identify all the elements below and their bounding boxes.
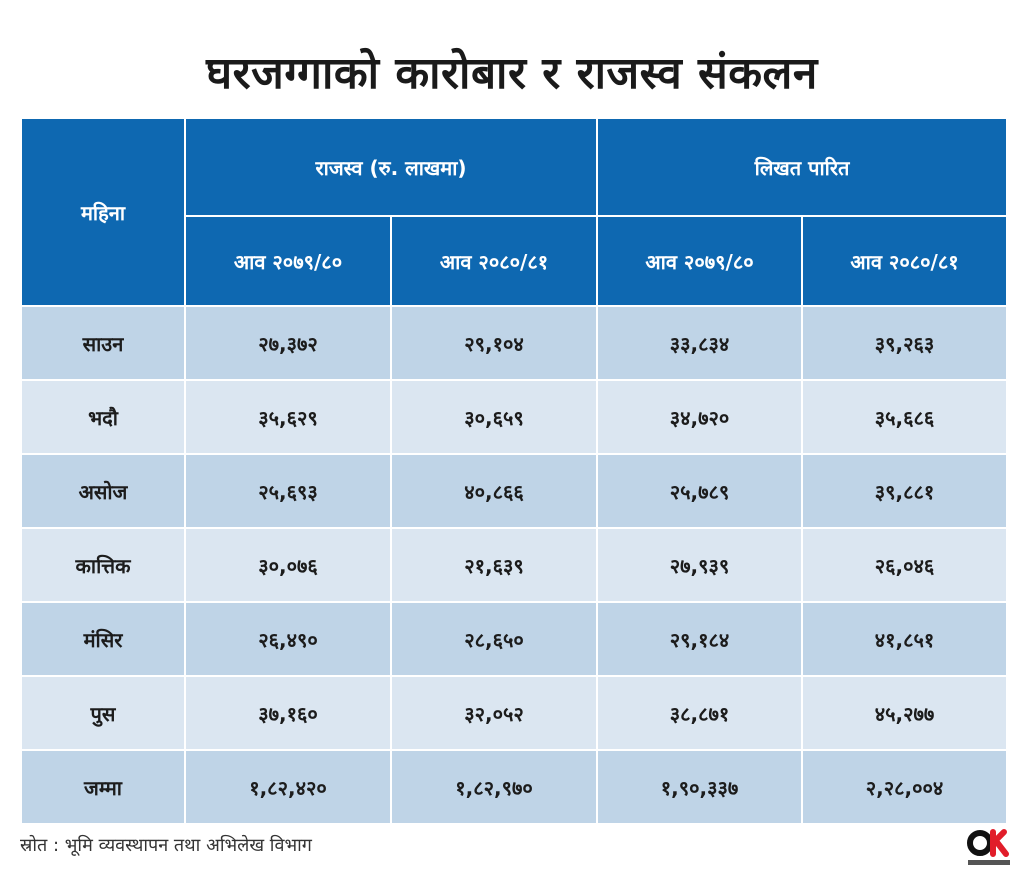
data-table: महिना राजस्व (रु. लाखमा) लिखत पारित आव २… bbox=[20, 117, 1009, 825]
table-row: भदौ ३५,६२९ ३०,६५९ ३४,७२० ३५,६८६ bbox=[20, 379, 1009, 455]
value-cell: ४१,८५१ bbox=[801, 601, 1009, 677]
value-cell: ३९,२६३ bbox=[801, 305, 1009, 381]
page-title: घरजग्गाको कारोबार र राजस्व संकलन bbox=[206, 48, 818, 99]
month-cell: साउन bbox=[20, 305, 186, 381]
deeds-fy-7980-header: आव २०७९/८० bbox=[596, 215, 804, 307]
value-cell: २५,७८९ bbox=[596, 453, 804, 529]
value-cell: ३९,८८१ bbox=[801, 453, 1009, 529]
month-cell: कात्तिक bbox=[20, 527, 186, 603]
table-row: असोज २५,६९३ ४०,८६६ २५,७८९ ३९,८८१ bbox=[20, 453, 1009, 529]
value-cell: ३५,६८६ bbox=[801, 379, 1009, 455]
value-cell: २९,१०४ bbox=[389, 305, 599, 381]
value-cell: ३०,६५९ bbox=[389, 379, 599, 455]
total-label-cell: जम्मा bbox=[20, 749, 186, 825]
value-cell: ३०,०७६ bbox=[184, 527, 392, 603]
value-cell: ३२,०५२ bbox=[389, 675, 599, 751]
total-value-cell: २,२८,००४ bbox=[801, 749, 1009, 825]
source-note: स्रोत : भूमि व्यवस्थापन तथा अभिलेख विभाग bbox=[20, 835, 312, 856]
value-cell: ३४,७२० bbox=[596, 379, 804, 455]
value-cell: ४०,८६६ bbox=[389, 453, 599, 529]
value-cell: ४५,२७७ bbox=[801, 675, 1009, 751]
value-cell: २७,९३९ bbox=[596, 527, 804, 603]
total-value-cell: १,९०,३३७ bbox=[596, 749, 804, 825]
revenue-fy-7980-header: आव २०७९/८० bbox=[184, 215, 392, 307]
value-cell: २९,१८४ bbox=[596, 601, 804, 677]
value-cell: ३८,८७१ bbox=[596, 675, 804, 751]
deeds-group-header: लिखत पारित bbox=[596, 117, 1009, 217]
revenue-fy-8081-header: आव २०८०/८१ bbox=[389, 215, 599, 307]
total-value-cell: १,८२,४२० bbox=[184, 749, 392, 825]
month-column-header: महिना bbox=[20, 117, 186, 307]
value-cell: २१,६३९ bbox=[389, 527, 599, 603]
deeds-fy-8081-header: आव २०८०/८१ bbox=[801, 215, 1009, 307]
value-cell: २६,०४६ bbox=[801, 527, 1009, 603]
value-cell: ३५,६२९ bbox=[184, 379, 392, 455]
total-row: जम्मा १,८२,४२० १,८२,९७० १,९०,३३७ २,२८,००… bbox=[20, 749, 1009, 825]
value-cell: ३३,८३४ bbox=[596, 305, 804, 381]
total-value-cell: १,८२,९७० bbox=[389, 749, 599, 825]
month-cell: मंसिर bbox=[20, 601, 186, 677]
ok-logo-icon bbox=[967, 829, 1010, 865]
table-row: मंसिर २६,४९० २८,६५० २९,१८४ ४१,८५१ bbox=[20, 601, 1009, 677]
value-cell: २५,६९३ bbox=[184, 453, 392, 529]
table-row: साउन २७,३७२ २९,१०४ ३३,८३४ ३९,२६३ bbox=[20, 305, 1009, 381]
value-cell: ३७,१६० bbox=[184, 675, 392, 751]
value-cell: २७,३७२ bbox=[184, 305, 392, 381]
value-cell: २८,६५० bbox=[389, 601, 599, 677]
month-cell: भदौ bbox=[20, 379, 186, 455]
revenue-group-header: राजस्व (रु. लाखमा) bbox=[183, 117, 599, 217]
value-cell: २६,४९० bbox=[184, 601, 392, 677]
month-cell: असोज bbox=[20, 453, 186, 529]
table-row: कात्तिक ३०,०७६ २१,६३९ २७,९३९ २६,०४६ bbox=[20, 527, 1009, 603]
month-cell: पुस bbox=[20, 675, 186, 751]
table-row: पुस ३७,१६० ३२,०५२ ३८,८७१ ४५,२७७ bbox=[20, 675, 1009, 751]
